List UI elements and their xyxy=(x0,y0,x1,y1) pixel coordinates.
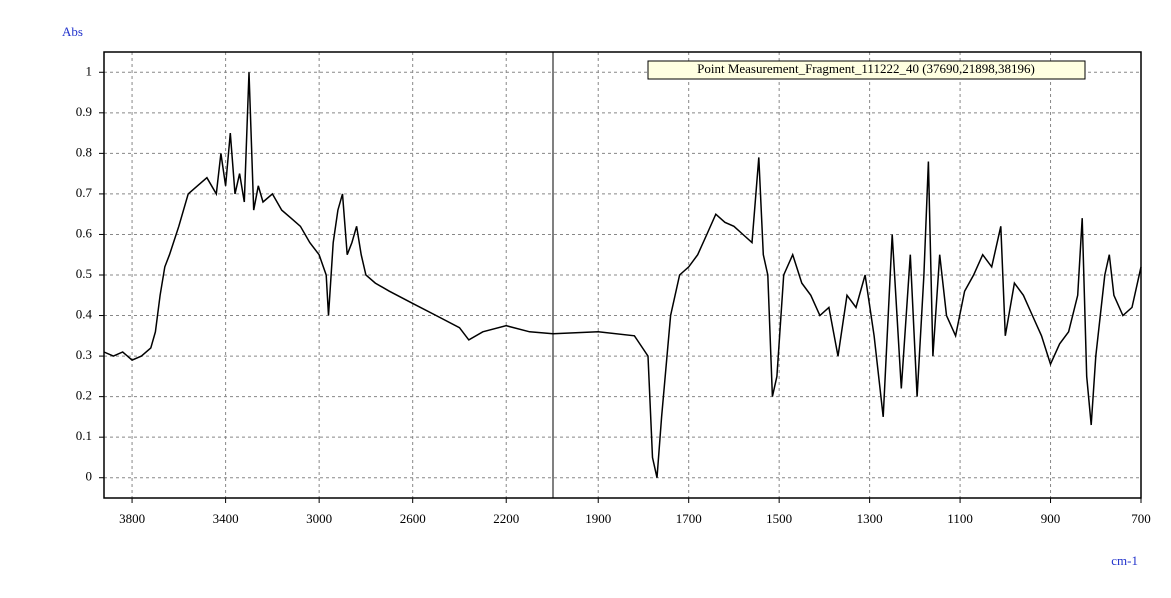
x-tick-label: 3000 xyxy=(306,511,332,526)
x-tick-label: 1100 xyxy=(947,511,973,526)
x-tick-label: 2600 xyxy=(400,511,426,526)
x-axis-label: cm-1 xyxy=(1111,553,1138,568)
legend-box xyxy=(647,60,1086,80)
y-tick-label: 0.3 xyxy=(76,347,92,362)
y-tick-label: 0.4 xyxy=(76,307,93,322)
y-tick-label: 0 xyxy=(86,469,93,484)
y-tick-label: 0.8 xyxy=(76,144,92,159)
y-tick-label: 0.5 xyxy=(76,266,92,281)
x-tick-label: 700 xyxy=(1131,511,1151,526)
x-tick-label: 1300 xyxy=(857,511,883,526)
x-tick-label: 1500 xyxy=(766,511,792,526)
plot-frame xyxy=(103,51,1142,499)
x-tick-label: 3400 xyxy=(213,511,239,526)
y-tick-label: 0.9 xyxy=(76,104,92,119)
legend-label: Point Measurement_Fragment_111222_40 (37… xyxy=(697,61,1035,76)
x-tick-label: 2200 xyxy=(493,511,519,526)
y-tick-label: 1 xyxy=(86,63,93,78)
x-tick-label: 1900 xyxy=(585,511,611,526)
y-tick-label: 0.1 xyxy=(76,428,92,443)
y-tick-label: 0.7 xyxy=(76,185,93,200)
y-tick-label: 0.6 xyxy=(76,225,93,240)
y-axis-label: Abs xyxy=(62,24,83,39)
y-tick-label: 0.2 xyxy=(76,388,92,403)
x-tick-label: 1700 xyxy=(676,511,702,526)
x-tick-label: 900 xyxy=(1041,511,1061,526)
x-tick-label: 3800 xyxy=(119,511,145,526)
spectrum-line xyxy=(103,72,1142,478)
